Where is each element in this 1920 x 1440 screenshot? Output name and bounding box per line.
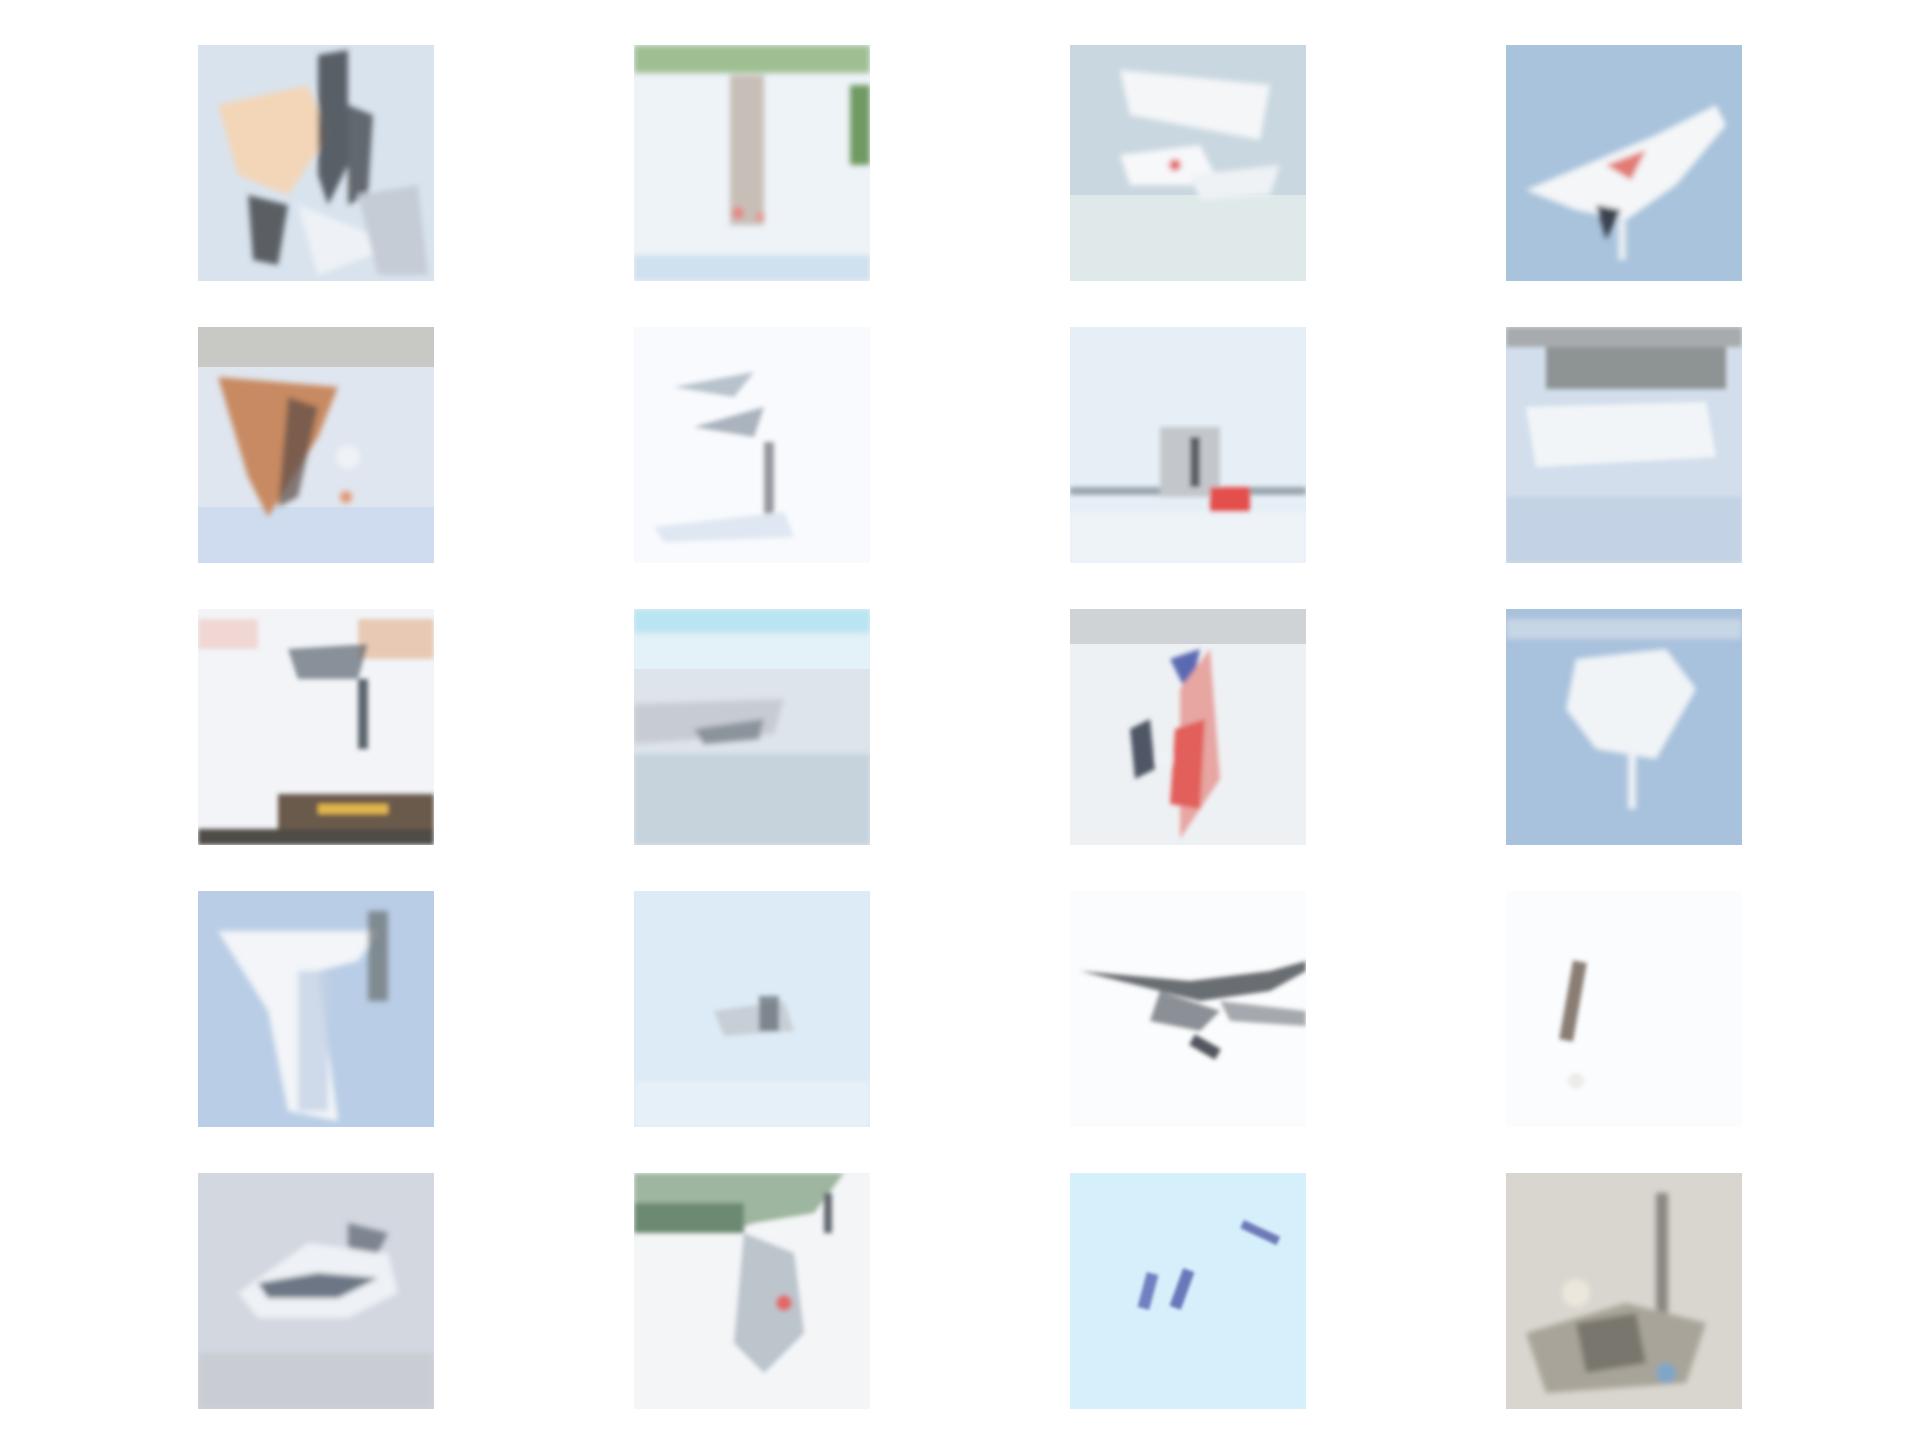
sample-image-13 — [198, 891, 434, 1127]
sample-image-5 — [198, 327, 434, 563]
sample-image-16 — [1506, 891, 1742, 1127]
sample-image-19 — [1070, 1173, 1306, 1409]
sample-image-2 — [634, 45, 870, 281]
sample-image-4 — [1506, 45, 1742, 281]
sample-image-14 — [634, 891, 870, 1127]
sample-image-9 — [198, 609, 434, 845]
sample-image-11 — [1070, 609, 1306, 845]
sample-image-18 — [634, 1173, 870, 1409]
sample-image-15 — [1070, 891, 1306, 1127]
sample-image-10 — [634, 609, 870, 845]
sample-image-1 — [198, 45, 434, 281]
sample-image-12 — [1506, 609, 1742, 845]
sample-image-7 — [1070, 327, 1306, 563]
sample-image-3 — [1070, 45, 1306, 281]
sample-image-6 — [634, 327, 870, 563]
sample-image-8 — [1506, 327, 1742, 563]
sample-image-17 — [198, 1173, 434, 1409]
sample-image-20 — [1506, 1173, 1742, 1409]
